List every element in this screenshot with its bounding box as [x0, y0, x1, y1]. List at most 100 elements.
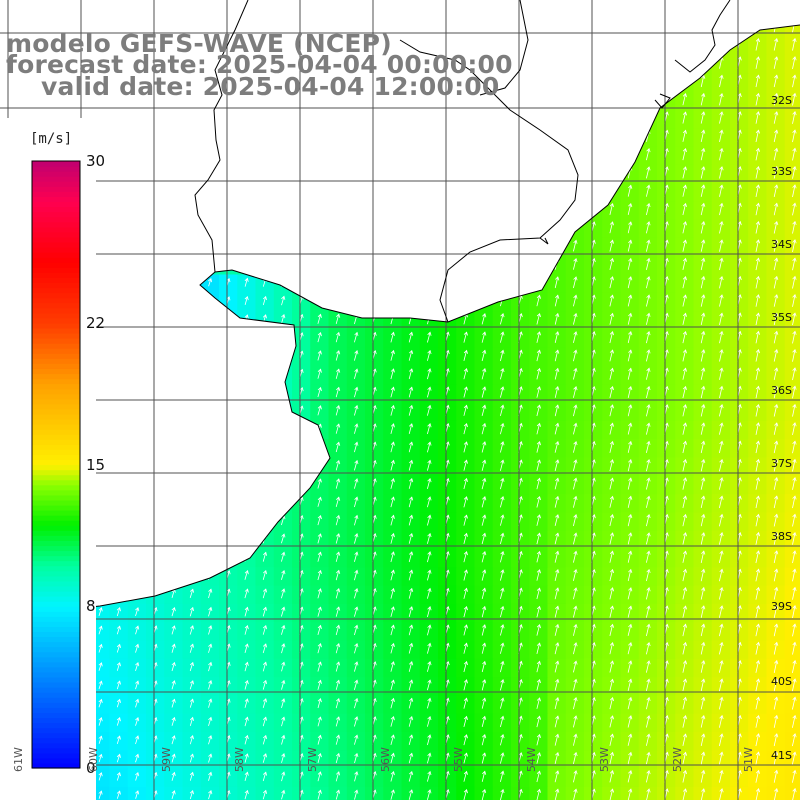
wind-speed-cell: [346, 768, 366, 788]
wind-speed-cell: [620, 603, 640, 623]
wind-speed-cell: [730, 603, 749, 623]
wind-speed-cell: [365, 512, 384, 532]
wind-speed-cell: [620, 201, 640, 221]
wind-speed-cell: [711, 164, 731, 184]
wind-speed-cell: [401, 603, 421, 623]
wind-speed-cell: [255, 146, 275, 166]
colorbar-segment: [32, 510, 80, 516]
wind-arrow: [627, 74, 633, 87]
wind-speed-cell: [456, 183, 476, 202]
wind-speed-cell: [620, 585, 640, 605]
wind-arrow: [427, 130, 432, 142]
wind-speed-cell: [529, 347, 549, 367]
wind-speed-cell: [657, 732, 676, 751]
wind-speed-cell: [748, 91, 768, 111]
wind-speed-cell: [91, 0, 110, 19]
wind-speed-cell: [456, 530, 476, 550]
wind-arrow: [171, 406, 176, 415]
wind-speed-cell: [784, 366, 800, 385]
wind-speed-cell: [310, 347, 330, 367]
latitude-label: 41S: [771, 749, 792, 762]
wind-arrow: [116, 167, 121, 177]
wind-speed-cell: [638, 384, 658, 404]
wind-speed-cell: [584, 457, 603, 477]
colorbar-segment: [32, 616, 80, 622]
wind-speed-cell: [273, 109, 293, 129]
wind-speed-cell: [766, 695, 786, 715]
wind-speed-cell: [200, 695, 220, 715]
wind-speed-cell: [346, 567, 366, 587]
wind-speed-cell: [565, 603, 585, 623]
wind-speed-cell: [675, 402, 695, 422]
wind-speed-cell: [255, 420, 275, 440]
wind-speed-cell: [383, 109, 403, 129]
wind-speed-cell: [255, 219, 275, 239]
wind-speed-cell: [237, 475, 257, 495]
wind-speed-cell: [328, 640, 348, 660]
wind-arrow: [244, 424, 249, 434]
wind-speed-cell: [328, 677, 348, 696]
wind-speed-cell: [109, 439, 129, 459]
wind-arrow: [189, 478, 195, 489]
wind-speed-cell: [492, 475, 512, 495]
wind-arrow: [171, 314, 176, 323]
wind-speed-cell: [219, 567, 238, 587]
colorbar-segment: [32, 621, 80, 627]
wind-speed-cell: [474, 128, 494, 147]
wind-speed-cell: [237, 713, 257, 733]
longitude-label: 59W: [160, 747, 173, 772]
wind-arrow: [171, 131, 176, 141]
wind-speed-cell: [638, 402, 658, 422]
wind-speed-cell: [182, 530, 202, 550]
wind-arrow: [408, 166, 414, 178]
colorbar-segment: [32, 646, 80, 653]
wind-arrow: [554, 25, 559, 32]
wind-speed-cell: [456, 439, 476, 459]
wind-speed-cell: [456, 201, 476, 221]
wind-speed-cell: [365, 677, 384, 696]
colorbar-segment: [32, 211, 80, 218]
wind-speed-cell: [565, 109, 585, 129]
wind-speed-cell: [748, 475, 768, 495]
wind-speed-cell: [292, 530, 311, 550]
wind-speed-cell: [237, 585, 257, 605]
wind-arrow: [554, 203, 560, 215]
wind-speed-cell: [182, 677, 202, 696]
colorbar-segment: [32, 444, 80, 450]
wind-arrow: [701, 2, 705, 14]
wind-speed-cell: [584, 677, 603, 696]
wind-arrow: [500, 184, 505, 197]
wind-speed-cell: [511, 713, 530, 733]
wind-speed-cell: [711, 384, 731, 404]
wind-speed-cell: [456, 622, 476, 642]
wind-speed-cell: [584, 622, 603, 642]
wind-speed-cell: [438, 732, 457, 751]
wind-speed-cell: [346, 622, 366, 642]
wind-speed-cell: [675, 164, 695, 184]
wind-speed-cell: [657, 109, 676, 129]
wind-speed-cell: [200, 146, 220, 166]
wind-speed-cell: [474, 311, 494, 330]
wind-speed-cell: [292, 750, 311, 770]
wind-speed-cell: [748, 366, 768, 385]
wind-arrow: [427, 294, 432, 307]
wind-speed-cell: [164, 109, 184, 129]
wind-arrow: [536, 203, 541, 215]
wind-speed-cell: [182, 256, 202, 276]
wind-arrow: [609, 184, 614, 197]
wind-speed-cell: [711, 750, 731, 770]
wind-arrow: [500, 258, 505, 270]
wind-speed-cell: [565, 54, 585, 74]
wind-speed-cell: [164, 475, 184, 495]
wind-speed-cell: [694, 0, 713, 19]
colorbar-segment: [32, 201, 80, 208]
wind-speed-cell: [748, 219, 768, 239]
colorbar-segment: [32, 216, 80, 223]
wind-arrow: [427, 38, 432, 50]
wind-arrow: [573, 111, 578, 124]
wind-speed-cell: [346, 146, 366, 166]
wind-speed-cell: [146, 329, 165, 349]
wind-speed-cell: [784, 439, 800, 459]
wind-speed-cell: [748, 567, 768, 587]
wind-speed-cell: [346, 384, 366, 404]
